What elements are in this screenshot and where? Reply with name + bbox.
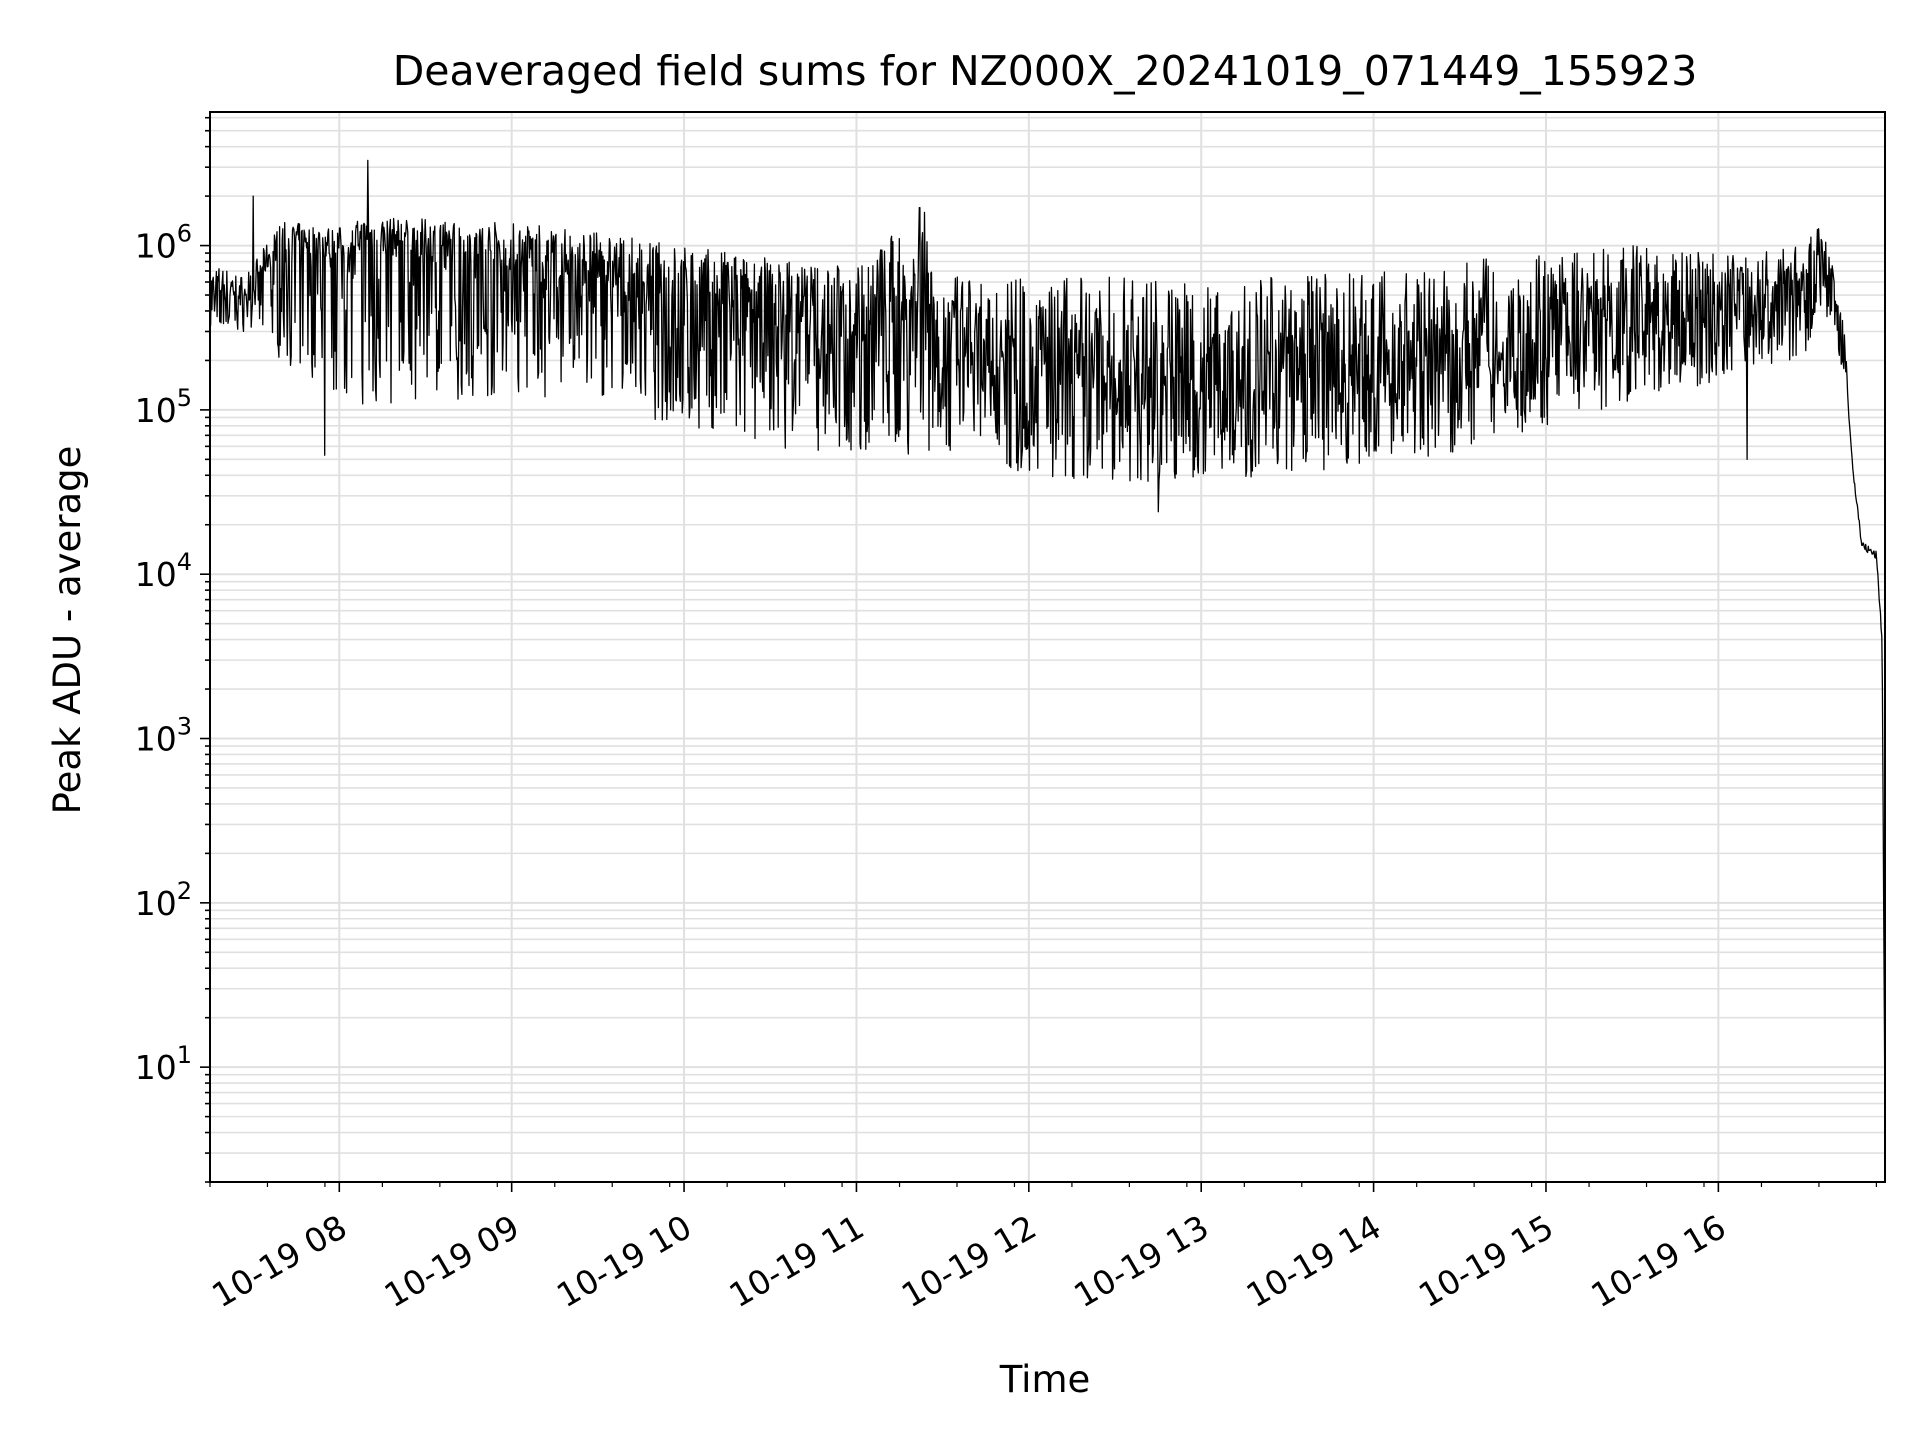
plot-area-frame <box>209 111 1886 1183</box>
y-tick-label-exponent: 2 <box>177 877 192 905</box>
y-tick-label-base: 10 <box>135 555 177 594</box>
y-tick-label-exponent: 1 <box>177 1041 192 1069</box>
y-tick-label-exponent: 3 <box>177 713 192 741</box>
y-tick-label: 104 <box>135 548 192 594</box>
y-tick-label-base: 10 <box>135 720 177 759</box>
y-tick-label-base: 10 <box>135 1048 177 1087</box>
y-tick-label-exponent: 5 <box>177 384 192 412</box>
y-tick-label-base: 10 <box>135 391 177 430</box>
y-tick-label: 101 <box>135 1041 192 1087</box>
chart-title: Deaveraged field sums for NZ000X_2024101… <box>393 47 1698 95</box>
x-axis-label: Time <box>999 1358 1091 1401</box>
data-series <box>209 159 1886 1136</box>
y-tick-label-exponent: 4 <box>177 548 192 576</box>
y-tick-label: 105 <box>135 384 192 430</box>
series-line <box>209 159 1886 1136</box>
y-tick-label: 106 <box>135 220 192 266</box>
y-axis-label: Peak ADU - average <box>46 446 89 815</box>
y-tick-label: 102 <box>135 877 192 923</box>
y-tick-label-exponent: 6 <box>177 220 192 248</box>
y-tick-label-base: 10 <box>135 884 177 923</box>
y-tick-label: 103 <box>135 713 192 759</box>
y-tick-label-base: 10 <box>135 227 177 266</box>
